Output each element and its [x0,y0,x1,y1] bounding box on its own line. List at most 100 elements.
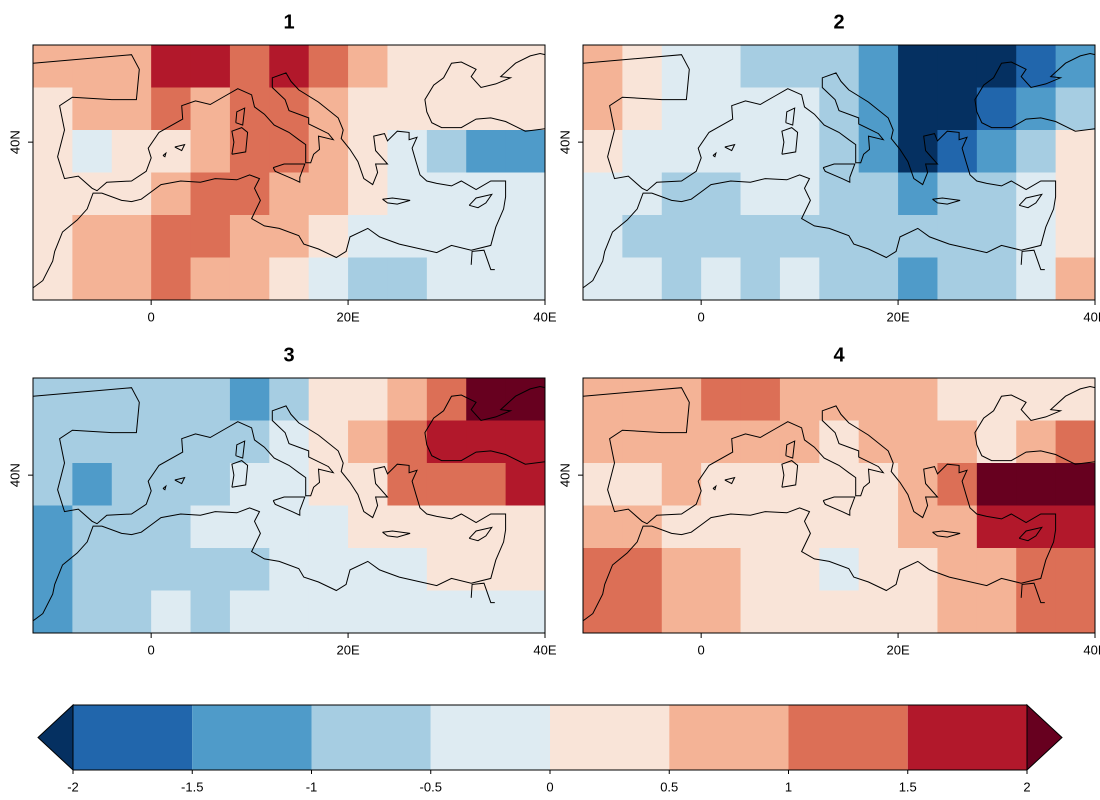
y-tick-label: 40N [7,463,22,487]
grid-cell [661,590,702,634]
panel-frame [582,44,1096,301]
grid-cell [740,130,781,173]
coastline [932,530,961,538]
grid-cell [701,590,742,634]
grid-cell [269,505,310,549]
grid-cell [505,548,546,591]
grid-cell [858,87,899,131]
grid-cell [779,45,820,88]
colorbar-extend-low [37,703,74,772]
grid-cell [976,548,1017,591]
colorbar-box [669,705,789,770]
grid-cell [622,420,663,464]
grid-cell [898,378,938,421]
grid-cell [622,590,663,634]
grid-cell [779,590,820,634]
x-tick-label: 0 [698,309,705,324]
grid-cell [740,215,781,258]
grid-cell [976,172,1017,216]
grid-cell [583,420,623,464]
grid-cell [308,45,349,88]
coastline [174,476,186,485]
grid-cell [190,590,231,634]
x-tick-label: 20E [887,309,910,324]
grid-cell [151,378,192,421]
grid-cell [583,45,623,88]
x-tick-label: 20E [337,309,360,324]
grid-cell [387,130,428,173]
grid-cell [308,420,349,464]
grid-cell [269,130,310,173]
coastline [583,387,1057,622]
coastline [781,127,799,155]
grid-cell [898,172,938,216]
grid-cell [387,172,428,216]
grid-cell [937,257,978,301]
grid-cell [269,378,310,421]
grid-cell [505,420,546,464]
grid-cell [308,463,349,506]
grid-cell [348,87,388,131]
grid-cell [466,257,507,301]
grid-cell [229,463,270,506]
coastline [974,385,1095,465]
grid-cell [426,45,467,88]
grid-cell [583,130,623,173]
grid-cell [229,45,270,88]
panel-title: 2 [833,11,844,33]
y-tick-label: 40N [7,130,22,154]
grid-cell [779,215,820,258]
grid-cell [111,378,152,421]
grid-cell [72,257,113,301]
panel-frame [32,377,546,634]
grid-cell [1016,420,1057,464]
grid-cell [505,463,546,506]
grid-cell [1016,505,1057,549]
y-tick-label: 40N [557,130,572,154]
grid-cell [819,257,860,301]
grid-cell [308,505,349,549]
grid-cell [387,505,428,549]
grid-cell [33,87,73,131]
colorbar-label: -2 [67,779,79,794]
grid-cell [583,378,623,421]
colorbar-box [192,705,312,770]
grid-cell [426,590,467,634]
coastline [235,440,246,459]
grid-cell [701,215,742,258]
grid-cell [779,378,820,421]
coastline [468,526,493,542]
grid-cell [190,420,231,464]
grid-cell [151,420,192,464]
grid-cell [661,45,702,88]
grid-cell [387,548,428,591]
grid-cell [308,130,349,173]
grid-cell [1016,378,1057,421]
grid-cell [858,463,899,506]
grid-cell [229,130,270,173]
grid-cell [1016,45,1057,88]
grid-cell [111,505,152,549]
coastline [174,143,186,152]
grid-cell [661,378,702,421]
grid-cell [426,548,467,591]
coastline [382,197,411,205]
x-tick-label: 0 [698,642,705,657]
grid-cell [466,505,507,549]
grid-cell [229,257,270,301]
grid-cell [229,505,270,549]
grid-cell [229,378,270,421]
grid-cell [111,420,152,464]
grid-cell [583,548,623,591]
grid-cell [661,548,702,591]
grid-cell [661,172,702,216]
grid-cell [622,257,663,301]
grid-cell [466,87,507,131]
panel-title: 3 [283,344,294,366]
grid-cell [976,463,1017,506]
grid-cell [976,420,1017,464]
grid-cell [308,378,349,421]
coastlines [583,385,1095,622]
grid-cell [33,548,73,591]
grid-cell [151,87,192,131]
